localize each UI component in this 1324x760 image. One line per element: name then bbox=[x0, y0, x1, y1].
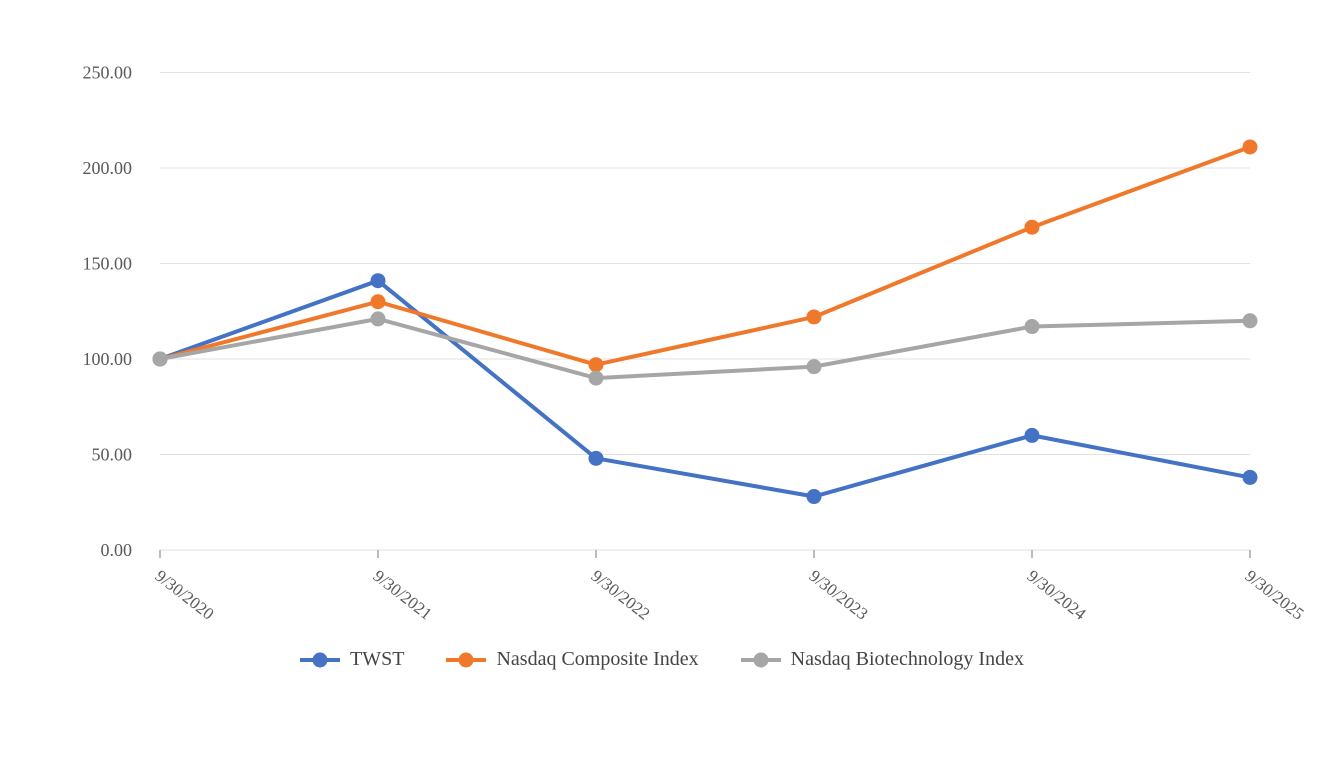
legend-label-twst: TWST bbox=[350, 648, 405, 670]
series-line-nasdaq-biotechnology-index bbox=[158, 316, 1252, 381]
data-point-twst-1 bbox=[370, 273, 386, 289]
data-point-twst-2 bbox=[588, 450, 604, 466]
series-line-twst bbox=[158, 278, 1252, 499]
y-axis-tick-label: 250.00 bbox=[83, 63, 133, 83]
legend-marker-nasdaq-biotechnology-icon bbox=[740, 652, 781, 667]
data-point-nasdaq-biotechnology-index-5 bbox=[1242, 313, 1258, 329]
data-point-nasdaq-biotechnology-index-3 bbox=[806, 359, 822, 375]
y-axis-tick-label: 150.00 bbox=[83, 254, 133, 274]
data-point-nasdaq-biotechnology-index-0 bbox=[152, 351, 168, 367]
data-point-nasdaq-composite-index-1 bbox=[370, 294, 386, 310]
data-point-nasdaq-composite-index-4 bbox=[1024, 219, 1040, 235]
x-axis-tick-label: 9/30/2025 bbox=[1242, 566, 1308, 623]
series-line-nasdaq-composite-index bbox=[158, 144, 1252, 367]
legend-item-twst: TWST bbox=[300, 648, 404, 671]
data-point-twst-5 bbox=[1242, 469, 1258, 485]
data-point-twst-4 bbox=[1024, 427, 1040, 443]
y-axis-tick-label: 200.00 bbox=[83, 158, 133, 178]
data-point-nasdaq-biotechnology-index-1 bbox=[370, 311, 386, 327]
legend-item-nasdaq-biotechnology: Nasdaq Biotechnology Index bbox=[740, 648, 1024, 671]
data-point-nasdaq-composite-index-5 bbox=[1242, 139, 1258, 155]
x-axis-tick-label: 9/30/2021 bbox=[370, 566, 436, 623]
x-axis-tick-label: 9/30/2024 bbox=[1024, 566, 1090, 624]
chart-legend: TWST Nasdaq Composite Index Nasdaq Biote… bbox=[0, 648, 1324, 671]
legend-label-nasdaq-composite: Nasdaq Composite Index bbox=[496, 648, 699, 670]
legend-label-nasdaq-biotechnology: Nasdaq Biotechnology Index bbox=[790, 648, 1024, 670]
x-axis-tick-label: 9/30/2022 bbox=[588, 566, 654, 623]
y-axis-tick-label: 50.00 bbox=[92, 445, 133, 465]
data-point-nasdaq-biotechnology-index-4 bbox=[1024, 319, 1040, 335]
data-point-nasdaq-composite-index-2 bbox=[588, 357, 604, 373]
legend-item-nasdaq-composite: Nasdaq Composite Index bbox=[446, 648, 699, 671]
legend-marker-twst-icon bbox=[300, 652, 341, 667]
y-axis-tick-label: 100.00 bbox=[83, 349, 133, 369]
data-point-nasdaq-biotechnology-index-2 bbox=[588, 370, 604, 386]
x-axis-tick-label: 9/30/2020 bbox=[152, 566, 218, 623]
x-axis-tick-label: 9/30/2023 bbox=[806, 566, 872, 623]
legend-marker-nasdaq-composite-icon bbox=[446, 652, 487, 667]
y-axis-tick-label: 0.00 bbox=[101, 540, 133, 560]
data-point-nasdaq-composite-index-3 bbox=[806, 309, 822, 325]
data-point-twst-3 bbox=[806, 489, 822, 505]
